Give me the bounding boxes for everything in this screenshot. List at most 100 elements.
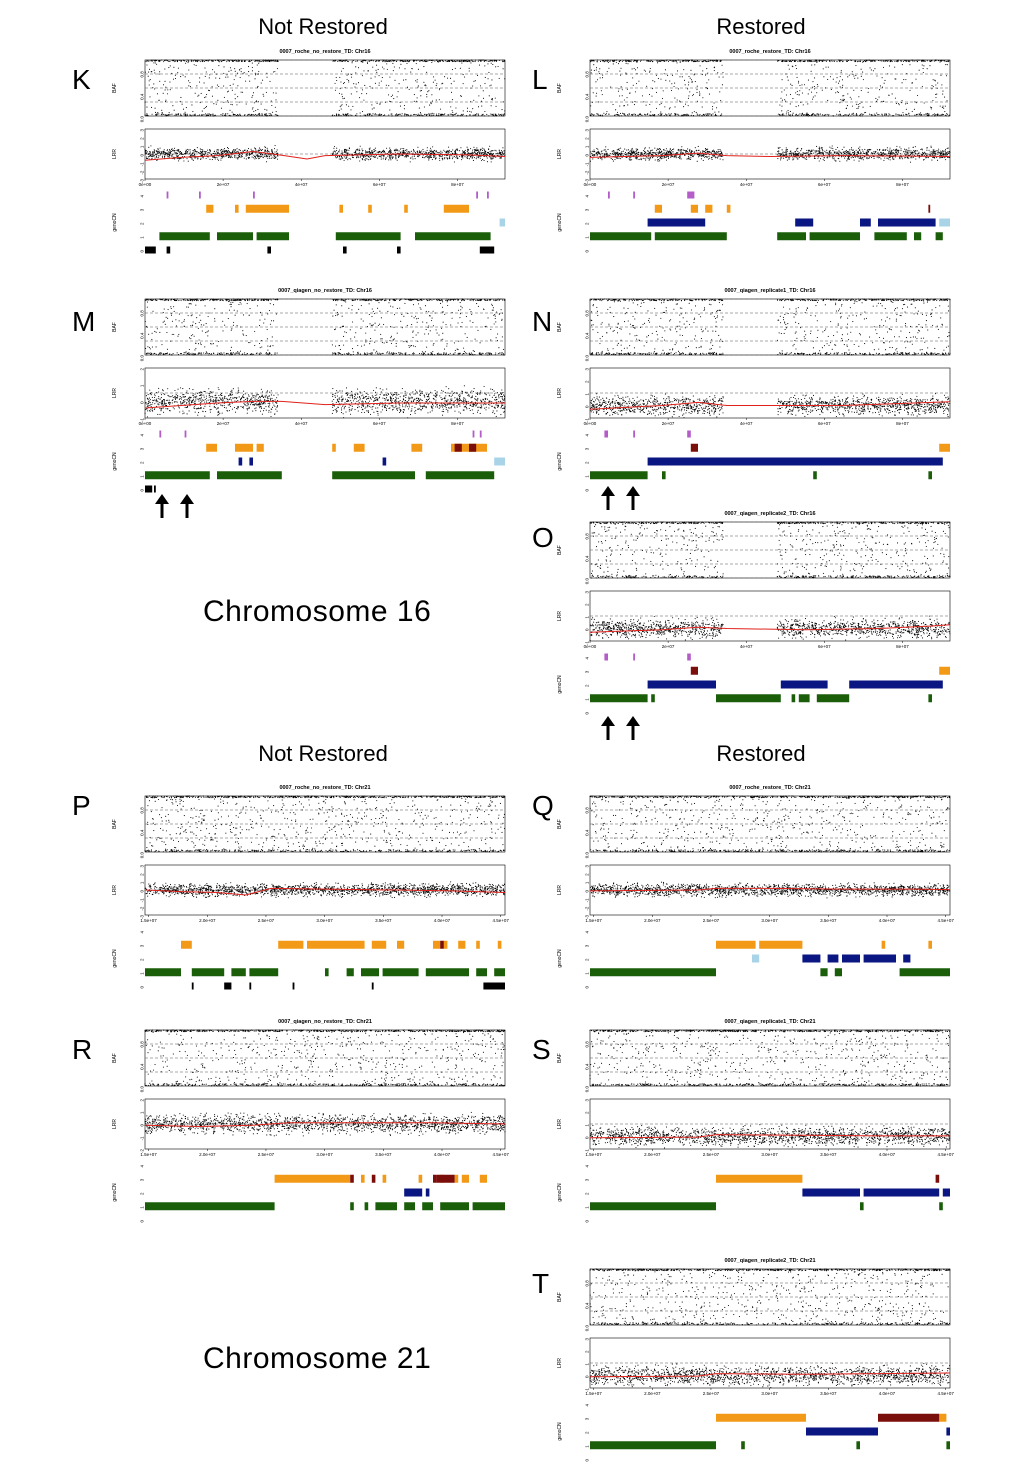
baf-point — [214, 71, 216, 73]
baf-point — [612, 61, 614, 63]
baf-point — [829, 60, 831, 62]
baf-point — [165, 86, 167, 88]
baf-point — [791, 59, 793, 61]
lrr-point — [157, 151, 159, 153]
lrr-point — [230, 156, 232, 158]
baf-point — [378, 60, 380, 62]
baf-point — [860, 68, 862, 70]
lrr-point — [369, 147, 371, 149]
baf-point — [920, 59, 922, 62]
lrr-point — [804, 158, 806, 160]
baf-point — [633, 59, 635, 62]
lrr-point — [164, 155, 166, 157]
lrr-point — [258, 147, 261, 149]
lrr-point — [899, 146, 901, 148]
baf-point — [930, 106, 932, 108]
baf-point — [197, 59, 199, 61]
lrr-point — [370, 155, 372, 158]
lrr-point — [708, 155, 710, 157]
baf-point — [155, 60, 157, 62]
lrr-point — [846, 158, 848, 160]
lrr-point — [434, 156, 436, 158]
baf-point — [403, 104, 406, 107]
baf-point — [266, 72, 268, 74]
baf-point — [721, 84, 723, 86]
lrr-point — [631, 148, 633, 151]
baf-point — [671, 60, 673, 62]
baf-point — [235, 60, 237, 62]
baf-point — [234, 59, 237, 61]
baf-point — [234, 70, 236, 72]
baf-point — [712, 105, 714, 108]
lrr-point — [225, 151, 228, 153]
baf-point — [838, 80, 841, 82]
lrr-point — [489, 145, 491, 147]
lrr-point — [644, 147, 646, 149]
baf-point — [648, 60, 650, 62]
baf-point — [648, 71, 650, 73]
lrr-point — [889, 159, 891, 161]
lrr-point — [871, 151, 873, 154]
baf-point — [782, 60, 784, 62]
lrr-point — [922, 151, 924, 153]
baf-point — [274, 59, 276, 61]
baf-point — [345, 59, 347, 61]
baf-point — [710, 114, 713, 116]
lrr-point — [159, 153, 161, 155]
lrr-point — [880, 158, 882, 160]
lrr-point — [441, 151, 443, 153]
lrr-point — [455, 152, 457, 155]
baf-point — [430, 103, 432, 105]
lrr-point — [197, 158, 199, 160]
baf-point — [449, 113, 451, 115]
baf-point — [437, 115, 439, 117]
baf-point — [367, 69, 369, 72]
lrr-point — [491, 153, 493, 155]
lrr-point — [368, 151, 370, 153]
lrr-point — [672, 151, 674, 153]
lrr-point — [913, 149, 915, 152]
lrr-point — [890, 150, 892, 152]
baf-point — [502, 61, 504, 63]
baf-point — [848, 113, 851, 115]
baf-point — [198, 94, 200, 96]
baf-point — [666, 115, 668, 117]
baf-point — [905, 108, 907, 110]
baf-point — [789, 60, 791, 63]
baf-point — [258, 61, 260, 63]
baf-point — [812, 98, 814, 100]
baf-point — [459, 67, 461, 69]
baf-point — [223, 66, 225, 68]
lrr-point — [816, 145, 818, 148]
baf-point — [942, 105, 944, 107]
lrr-point — [896, 153, 898, 155]
lrr-point — [664, 150, 666, 152]
baf-point — [649, 114, 651, 116]
lrr-point — [156, 152, 158, 154]
baf-point — [932, 86, 934, 88]
baf-point — [669, 115, 672, 117]
baf-point — [858, 60, 860, 62]
lrr-point — [271, 150, 273, 152]
baf-point — [784, 60, 786, 62]
lrr-point — [203, 154, 205, 156]
lrr-point — [483, 148, 485, 150]
baf-point — [789, 103, 791, 105]
baf-point — [850, 115, 852, 117]
baf-point — [258, 71, 260, 73]
lrr-point — [201, 152, 203, 154]
lrr-point — [214, 158, 216, 160]
baf-point — [814, 59, 816, 61]
baf-point — [259, 60, 261, 62]
baf-point — [904, 60, 907, 62]
lrr-point — [930, 152, 932, 155]
lrr-point — [677, 149, 679, 151]
baf-point — [865, 60, 867, 62]
lrr-point — [918, 151, 920, 153]
baf-point — [705, 114, 708, 116]
baf-point — [615, 109, 617, 111]
baf-point — [217, 99, 219, 101]
lrr-point — [616, 149, 618, 151]
lrr-point — [397, 156, 400, 159]
lrr-point — [168, 154, 170, 156]
